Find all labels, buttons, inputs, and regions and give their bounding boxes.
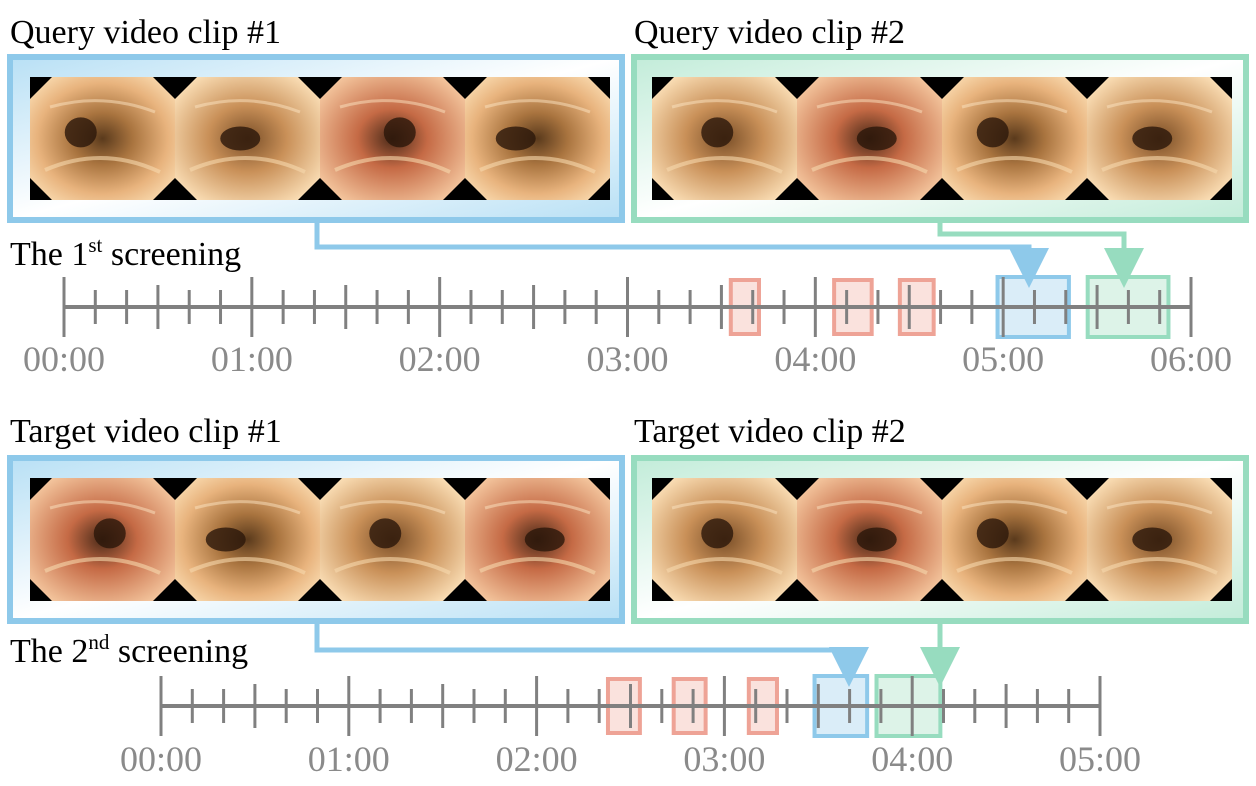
endoscopy-frame-icon [465,478,610,601]
tick-label: 05:00 [962,339,1044,379]
endoscopy-frame-icon [942,77,1087,200]
endoscopy-frame-icon [320,478,465,601]
screening1-label: The 1st screening [10,233,241,273]
query-clip1-panel [7,54,625,223]
tick-label: 05:00 [1059,739,1141,779]
endoscopy-frame-icon [30,478,175,601]
connector-query2 [937,220,1144,288]
target-clip2-title: Target video clip #2 [634,413,906,450]
tick-label: 01:00 [211,339,293,379]
query-clip2-panel [631,54,1249,223]
endoscopy-frame-icon [942,478,1087,601]
tick-label: 04:00 [871,739,953,779]
tick-label: 02:00 [399,339,481,379]
screening2-label: The 2nd screening [10,630,248,670]
endoscopy-frame-icon [465,77,610,200]
tick-label: 00:00 [120,739,202,779]
endoscopy-frame-icon [175,478,320,601]
endoscopy-frame-icon [652,478,797,601]
endoscopy-frame-icon [652,77,797,200]
query-clip2-frames [652,77,1232,200]
endoscopy-frame-icon [175,77,320,200]
tick-label: 06:00 [1150,339,1232,379]
target-clip2-panel [631,455,1249,624]
target-clip2-frames [652,478,1232,601]
tick-label: 00:00 [23,339,105,379]
target-clip1-panel [7,455,625,624]
endoscopy-frame-icon [320,77,465,200]
tick-label: 02:00 [496,739,578,779]
tick-label: 01:00 [308,739,390,779]
target-clip1-frames [30,478,610,601]
endoscopy-frame-icon [797,77,942,200]
endoscopy-frame-icon [30,77,175,200]
endoscopy-frame-icon [797,478,942,601]
endoscopy-frame-icon [1087,478,1232,601]
tick-label: 03:00 [586,339,668,379]
tick-label: 03:00 [683,739,765,779]
connector-query1 [314,220,1049,288]
query-clip2-title: Query video clip #2 [634,14,905,51]
query-clip1-frames [30,77,610,200]
endoscopy-frame-icon [1087,77,1232,200]
query-clip1-title: Query video clip #1 [10,14,281,51]
connector-target1 [314,621,869,687]
screening1-timeline: 00:00 01:00 02:00 03:00 04:00 05:00 06:00 [23,275,1232,379]
target-clip1-title: Target video clip #1 [10,413,282,450]
tick-label: 04:00 [774,339,856,379]
screening2-timeline: 00:00 01:00 02:00 03:00 04:00 05:00 [120,674,1141,779]
